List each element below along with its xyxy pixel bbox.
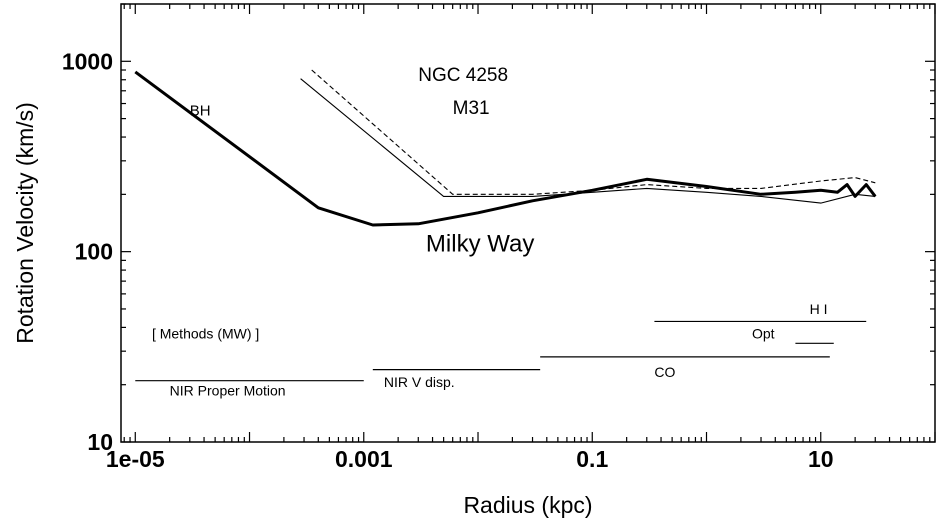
x-tick-label: 1e-05 xyxy=(106,446,165,472)
series-lines xyxy=(134,69,877,227)
method-label: Opt xyxy=(752,325,775,341)
x-tick-label: 0.1 xyxy=(576,446,608,472)
annotation-label: Milky Way xyxy=(426,231,534,258)
annotations: BH NGC 4258 M31 Milky Way xyxy=(190,65,535,258)
y-tick-label: 10 xyxy=(87,429,113,455)
series-line-m31 xyxy=(300,78,876,204)
methods-panel: [ Methods (MW) ] NIR Proper Motion NIR V d… xyxy=(135,301,867,399)
tick-labels: 1e-05 0.001 0.1 10 10 100 1000 xyxy=(62,48,834,472)
method-label: H I xyxy=(810,301,828,317)
methods-title: [ Methods (MW) ] xyxy=(152,325,259,341)
method-label: NIR Proper Motion xyxy=(170,383,286,399)
series-line-ngc-4258 xyxy=(311,69,876,195)
plot-frame xyxy=(120,3,936,443)
method-label: NIR V disp. xyxy=(384,374,455,390)
x-axis-title: Radius (kpc) xyxy=(463,492,592,518)
x-tick-label: 10 xyxy=(808,446,834,472)
series-line-milky-way xyxy=(134,70,877,227)
y-tick-label: 100 xyxy=(75,239,113,265)
axis-ticks xyxy=(121,3,936,443)
y-axis-title: Rotation Velocity (km/s) xyxy=(12,102,38,344)
x-tick-label: 0.001 xyxy=(335,446,393,472)
annotation-label: NGC 4258 xyxy=(418,65,508,86)
annotation-label: BH xyxy=(190,102,211,119)
y-tick-label: 1000 xyxy=(62,48,113,74)
method-label: CO xyxy=(654,364,675,380)
annotation-label: M31 xyxy=(453,98,490,119)
